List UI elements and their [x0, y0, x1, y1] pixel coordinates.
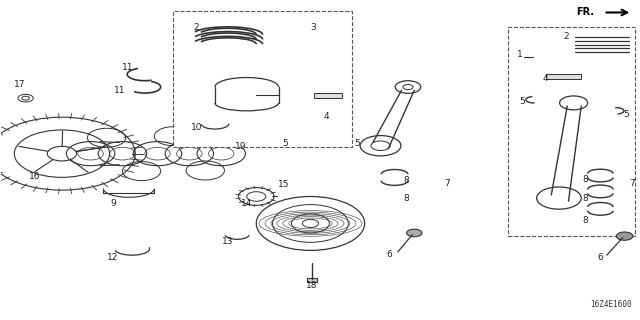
- Bar: [508, 27, 636, 236]
- Text: 5: 5: [623, 110, 628, 119]
- Bar: [173, 11, 352, 147]
- Text: 16: 16: [29, 172, 40, 181]
- Bar: [314, 93, 342, 98]
- Text: 5: 5: [354, 139, 360, 148]
- Text: 8: 8: [403, 194, 409, 203]
- Text: 8: 8: [403, 176, 409, 185]
- Text: 18: 18: [306, 282, 317, 291]
- Bar: [546, 74, 581, 79]
- Text: 16Z4E1600: 16Z4E1600: [591, 300, 632, 309]
- Text: 1: 1: [516, 50, 522, 59]
- Text: 17: 17: [13, 80, 25, 89]
- Text: 5: 5: [520, 98, 525, 107]
- Text: 2: 2: [193, 23, 198, 32]
- Text: 10: 10: [191, 123, 203, 132]
- Text: 9: 9: [110, 199, 116, 208]
- Text: 7: 7: [629, 179, 635, 188]
- Text: 4: 4: [542, 74, 548, 83]
- Text: 19: 19: [235, 142, 246, 151]
- Bar: [220, 140, 237, 146]
- Text: 3: 3: [311, 23, 317, 32]
- Text: 5: 5: [282, 139, 288, 148]
- Text: 4: 4: [324, 112, 329, 121]
- Text: 7: 7: [445, 179, 451, 188]
- Text: 8: 8: [582, 216, 588, 225]
- Text: 2: 2: [564, 32, 570, 41]
- Text: 8: 8: [582, 175, 588, 184]
- Circle shape: [616, 232, 633, 240]
- Text: 11: 11: [122, 63, 133, 72]
- Text: 11: 11: [113, 86, 125, 95]
- Text: FR.: FR.: [576, 7, 594, 18]
- Text: 13: 13: [222, 237, 234, 246]
- Text: 6: 6: [598, 253, 604, 262]
- Bar: [307, 278, 317, 282]
- Text: 8: 8: [582, 194, 588, 203]
- Circle shape: [406, 229, 422, 237]
- Text: 12: 12: [108, 253, 118, 262]
- Text: 6: 6: [386, 250, 392, 259]
- Text: 14: 14: [241, 199, 252, 208]
- Text: 15: 15: [278, 180, 289, 189]
